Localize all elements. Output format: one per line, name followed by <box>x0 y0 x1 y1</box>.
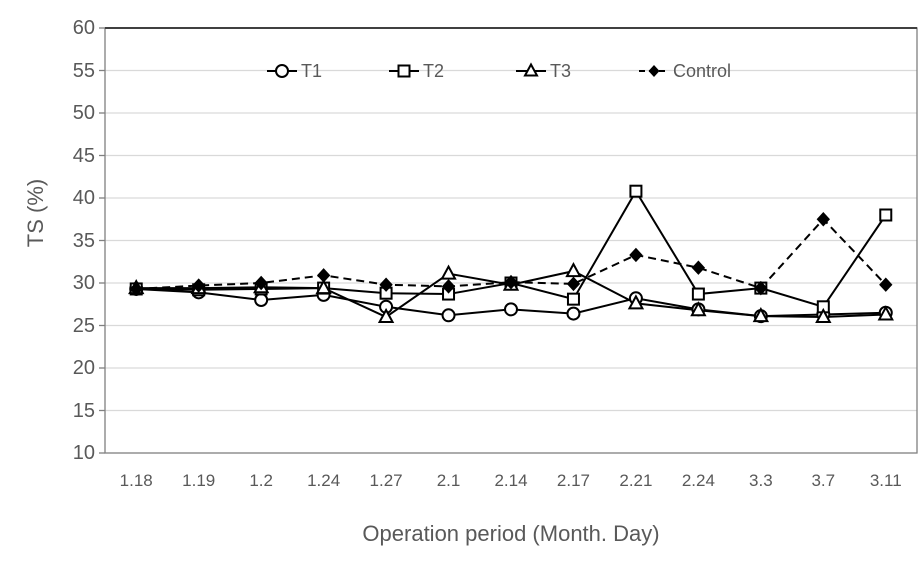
x-tick-label: 2.14 <box>494 471 528 490</box>
series-t1-marker <box>254 293 269 307</box>
legend-item-t1: T1 <box>266 59 322 83</box>
series-t1-marker <box>504 302 518 317</box>
y-tick-label: 30 <box>72 272 95 294</box>
series-control-marker <box>691 260 706 275</box>
series-control-marker <box>879 277 893 292</box>
y-tick-label: 60 <box>72 17 95 39</box>
series-t1-marker <box>566 306 581 321</box>
series-control-marker <box>629 247 643 263</box>
y-tick-label: 25 <box>72 314 95 337</box>
series-t2-marker <box>566 292 580 306</box>
series-control-marker <box>379 277 393 292</box>
x-axis-title: Operation period (Month. Day) <box>362 521 660 546</box>
x-tick-label: 2.17 <box>556 471 590 490</box>
series-control-marker <box>566 276 581 292</box>
x-tick-label: 1.2 <box>249 471 273 490</box>
series-t2-marker <box>879 208 893 222</box>
series-t3-marker <box>440 264 457 280</box>
legend-item-control: Control <box>638 59 731 83</box>
square-legend-icon <box>389 64 419 78</box>
series-t2-marker <box>691 287 705 301</box>
legend-marker <box>275 64 289 78</box>
legend-label: Control <box>673 60 732 81</box>
series-t3-marker <box>690 301 707 317</box>
x-tick-label: 3.7 <box>811 471 836 490</box>
x-tick-label: 2.24 <box>681 471 715 490</box>
x-tick-label: 2.1 <box>436 471 461 490</box>
x-tick-label: 3.11 <box>869 471 902 490</box>
series-t3-marker <box>377 307 395 323</box>
series-control-marker <box>441 279 456 294</box>
series-control-marker <box>129 281 143 297</box>
diamond-legend-icon <box>639 65 669 77</box>
x-tick-label: 1.18 <box>119 471 153 490</box>
legend-label: T1 <box>301 60 323 81</box>
x-tick-label: 3.3 <box>749 471 773 490</box>
series-t3-marker <box>627 294 645 310</box>
y-tick-label: 15 <box>72 399 95 422</box>
y-tick-label: 20 <box>72 357 95 379</box>
legend-label: T3 <box>550 60 572 81</box>
x-tick-label: 1.19 <box>182 471 216 490</box>
y-tick-label: 10 <box>72 442 95 464</box>
y-tick-label: 55 <box>72 59 95 82</box>
x-tick-label: 1.27 <box>369 471 403 490</box>
series-t3-marker <box>315 279 332 295</box>
triangle-legend-icon <box>516 62 546 77</box>
series-t3-marker <box>877 305 894 321</box>
legend-marker <box>397 64 411 78</box>
legend-marker <box>648 65 660 77</box>
y-tick-label: 35 <box>72 229 95 252</box>
legend-marker <box>523 62 539 77</box>
series-t2-marker <box>629 184 643 198</box>
legend-item-t3: T3 <box>515 59 571 83</box>
legend-item-t2: T2 <box>388 59 444 83</box>
series-t3-marker <box>752 307 770 323</box>
series-control-marker <box>504 274 518 290</box>
legend-label: T2 <box>423 60 445 81</box>
series-control-marker <box>754 280 768 296</box>
series-t3-marker <box>815 307 832 323</box>
circle-legend-icon <box>267 64 297 78</box>
y-tick-label: 50 <box>72 102 95 124</box>
series-t3-marker <box>565 262 582 278</box>
series-control-marker <box>192 278 206 293</box>
y-tick-label: 40 <box>72 187 95 209</box>
series-control-marker <box>816 212 830 227</box>
series-control-marker <box>254 275 268 291</box>
x-tick-label: 1.24 <box>307 471 341 490</box>
x-tick-label: 2.21 <box>619 471 653 490</box>
series-t1-marker <box>441 308 456 323</box>
series-control-marker <box>316 268 331 283</box>
y-tick-label: 45 <box>72 144 95 167</box>
